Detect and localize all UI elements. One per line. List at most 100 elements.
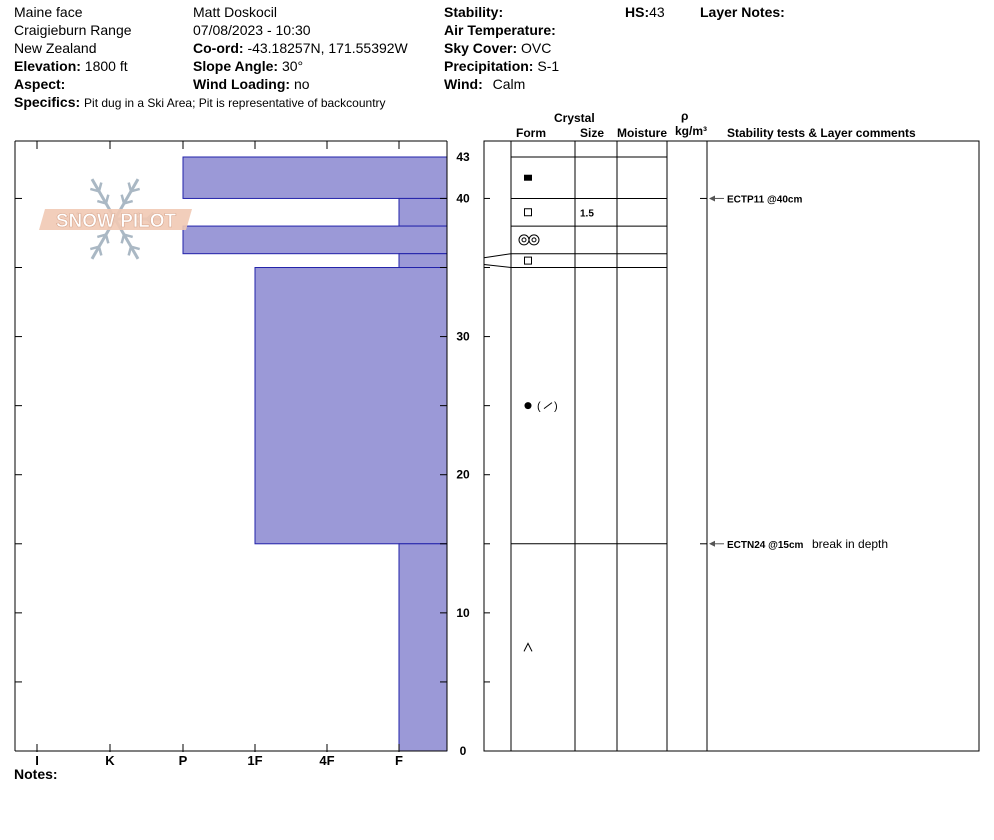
ring-left-inner — [521, 237, 527, 243]
wind-label: Wind: — [444, 76, 483, 92]
depth-label-40: 40 — [456, 191, 470, 205]
hardness-bar-1 — [398, 197, 448, 227]
layer-notes-label: Layer Notes: — [700, 4, 785, 20]
hardness-bar-5 — [398, 543, 448, 752]
snowflake-branch-4-1a — [97, 182, 103, 192]
coord-value: -43.18257N, 171.55392W — [247, 40, 408, 56]
depth-label-10: 10 — [456, 606, 470, 620]
hardness-bar-4 — [254, 267, 448, 545]
snowflake-branch-5-0a — [123, 199, 134, 205]
logo-banner — [39, 209, 192, 230]
range-name: Craigieburn Range — [14, 22, 132, 38]
chart-frame: I K P 1F 4F F 0 10 20 30 40 43 — [14, 140, 980, 768]
ring-left — [518, 234, 530, 246]
crystal-form-1 — [524, 208, 532, 217]
stability-test-1: ECTN24 @15cm — [727, 540, 804, 551]
chart-marks: 1.5 () ECTP11 @40cm ECTN24 @15cm break in de… — [518, 174, 888, 652]
logo-text: SNOW PILOT — [56, 211, 177, 232]
size-header: Size — [580, 126, 605, 140]
snowflake-branch-2-0b — [104, 234, 110, 244]
snowpilot-logo: SNOW PILOT — [39, 178, 192, 260]
slash — [543, 402, 553, 410]
ring-right — [528, 234, 540, 246]
density-unit-header: kg/m³ — [675, 124, 708, 138]
moisture-header: Moisture — [617, 126, 668, 140]
stability-test-0: ECTP11 @40cm — [727, 194, 802, 205]
coord-row: Co-ord: -43.18257N, 171.55392W — [193, 40, 408, 56]
wind-loading-value: no — [293, 76, 310, 92]
stability-comment-1: break in depth — [812, 537, 888, 551]
crystal-size-1: 1.5 — [580, 208, 594, 219]
wind-row: Wind: Calm — [444, 76, 525, 92]
air-temp-label: Air Temperature: — [444, 22, 556, 38]
sky-row: Sky Cover: OVC — [444, 40, 551, 56]
depth-label-30: 30 — [456, 330, 470, 344]
depth-label-0: 0 — [460, 744, 467, 758]
hardness-bar-2 — [182, 225, 448, 255]
hardness-bar-3 — [398, 253, 448, 269]
crystal-form-3 — [524, 256, 532, 265]
aspect-label: Aspect: — [14, 76, 66, 92]
precip-row: Precipitation: S-1 — [444, 58, 559, 74]
snowflake-branch-1-0b — [123, 233, 134, 239]
hardness-bar-0 — [182, 156, 448, 199]
hs-value: 43 — [649, 4, 665, 20]
snowflake-branch-5-1a — [130, 187, 141, 193]
slope-value: 30° — [281, 58, 304, 74]
snowflake-branch-4-0b — [96, 199, 107, 205]
elevation-label: Elevation: — [14, 58, 81, 74]
snowflake-branch-1-0a — [120, 234, 126, 244]
wind-value: Calm — [492, 76, 526, 92]
observation-datetime: 07/08/2023 - 10:30 — [193, 22, 311, 38]
crystal-header: Crystal — [554, 111, 595, 125]
crystal-form-0 — [524, 174, 532, 181]
location-name: Maine face — [14, 4, 83, 20]
precip-label: Precipitation: — [444, 58, 534, 74]
paren-close: ) — [554, 401, 558, 413]
elevation-row: Elevation: 1800 ft — [14, 58, 128, 74]
sky-label: Sky Cover: — [444, 40, 518, 56]
stability-comments-header: Stability tests & Layer comments — [727, 126, 916, 140]
snowflake-branch-2-0a — [96, 233, 107, 239]
slope-row: Slope Angle: 30° — [193, 58, 303, 74]
hs-label: HS: — [625, 4, 650, 20]
specifics-row: Specifics: Pit dug in a Ski Area; Pit is… — [14, 94, 386, 111]
paren-open: ( — [537, 401, 541, 413]
hardness-bars — [182, 156, 448, 752]
rho-header: ρ — [681, 109, 689, 123]
hardness-label-P: P — [179, 753, 188, 768]
hs-row: HS:43 — [625, 4, 665, 20]
hardness-label-1F: 1F — [247, 753, 262, 768]
observer-name: Matt Doskocil — [193, 4, 278, 20]
snowflake-branch-5-0b — [120, 194, 126, 204]
precip-value: S-1 — [537, 58, 560, 74]
form-header: Form — [516, 126, 546, 140]
snowflake-branch-1-1b — [130, 245, 141, 251]
connector-35 — [483, 264, 512, 269]
snowflake-branch-1-1a — [127, 246, 133, 256]
stability-arrow-0 — [709, 195, 715, 202]
snowflake-branch-5-1b — [127, 182, 133, 192]
country-name: New Zealand — [14, 40, 97, 56]
snowflake-branch-4-0a — [104, 194, 110, 204]
snowflake-branch-4-1b — [89, 187, 100, 193]
dot — [524, 402, 532, 410]
crystal-form-2 — [518, 234, 540, 246]
specifics-value: Pit dug in a Ski Area; Pit is representa… — [84, 96, 386, 110]
slope-label: Slope Angle: — [193, 58, 279, 74]
wind-loading-row: Wind Loading: no — [193, 76, 310, 92]
connector-36 — [483, 253, 512, 259]
specifics-label: Specifics: — [14, 94, 81, 110]
hardness-label-K: K — [105, 753, 115, 768]
stability-label: Stability: — [444, 4, 504, 20]
depth-label-20: 20 — [456, 468, 470, 482]
coord-label: Co-ord: — [193, 40, 244, 56]
depth-label-43: 43 — [456, 150, 470, 164]
elevation-value: 1800 ft — [84, 58, 128, 74]
sky-value: OVC — [521, 40, 552, 56]
hardness-label-I: I — [35, 753, 39, 768]
stability-arrow-1 — [709, 540, 715, 547]
ring-right-inner — [531, 237, 537, 243]
hardness-label-4F: 4F — [319, 753, 334, 768]
